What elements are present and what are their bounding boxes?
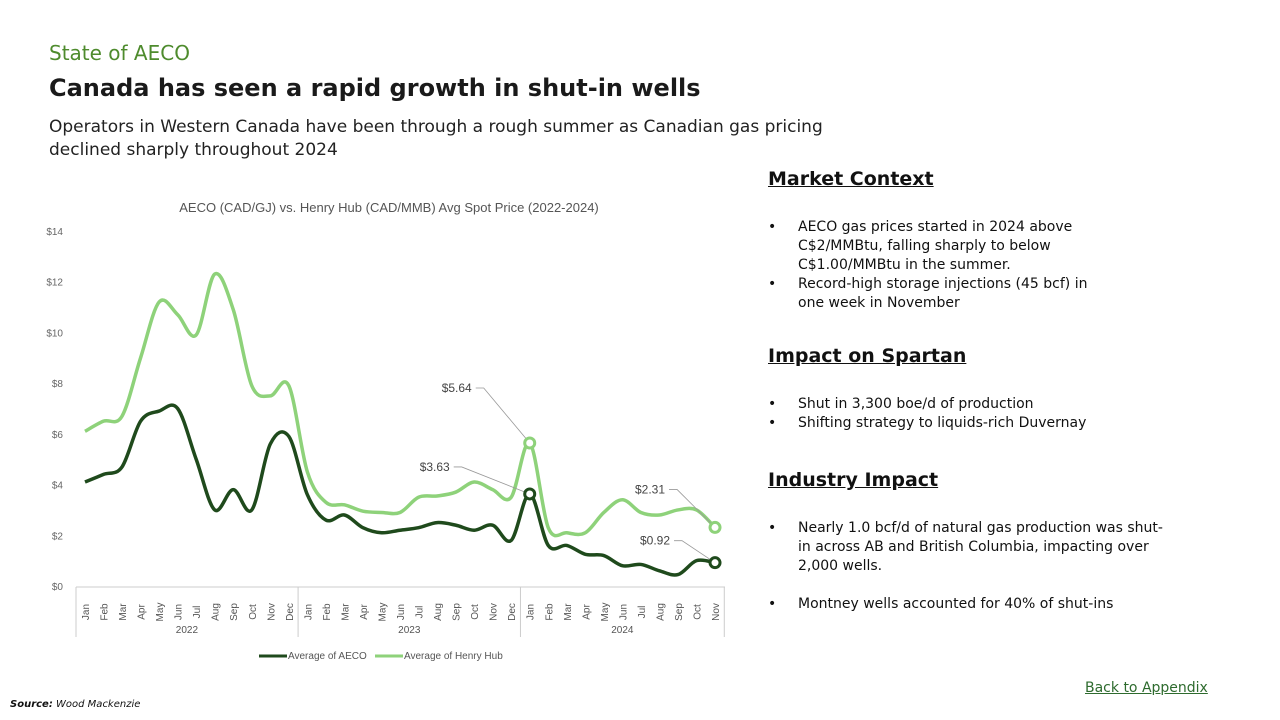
month-label: Jun (396, 604, 407, 620)
legend-label: Average of AECO (288, 651, 367, 662)
month-label: Jun (174, 604, 185, 620)
month-label: Aug (211, 603, 222, 621)
month-label: Jul (415, 606, 426, 619)
annotation-leader (674, 540, 716, 564)
source-note: Source: Wood Mackenzie (10, 699, 140, 710)
highlight-marker (523, 487, 537, 501)
market-context-list: AECO gas prices started in 2024 above C$… (768, 218, 1188, 313)
month-label: Jun (618, 604, 629, 620)
annotation-leader (475, 387, 531, 444)
source-label: Source: (10, 699, 53, 710)
year-label: 2024 (611, 625, 634, 636)
section-title-impact-on-spartan: Impact on Spartan (768, 345, 967, 367)
page-title: Canada has seen a rapid growth in shut-i… (49, 74, 701, 102)
month-label: Sep (229, 603, 240, 621)
bullet: Montney wells accounted for 40% of shut-… (768, 595, 1188, 614)
y-tick-label: $4 (52, 481, 64, 492)
year-label: 2023 (398, 625, 421, 636)
month-label: Apr (359, 604, 370, 620)
industry-impact-list: Nearly 1.0 bcf/d of natural gas producti… (768, 519, 1188, 614)
data-label: $2.31 (635, 482, 665, 496)
series-line-aeco (84, 403, 716, 577)
month-label: Sep (452, 603, 463, 621)
month-label: Oct (248, 604, 259, 620)
month-label: Nov (489, 603, 500, 621)
y-tick-label: $8 (52, 379, 64, 390)
back-to-appendix-link[interactable]: Back to Appendix (1085, 680, 1208, 696)
month-label: Feb (100, 603, 111, 621)
month-label: Aug (655, 603, 666, 621)
year-label: 2022 (176, 625, 199, 636)
page-subtitle: Operators in Western Canada have been th… (49, 117, 823, 160)
section-kicker: State of AECO (49, 41, 190, 65)
month-label: May (600, 603, 611, 622)
month-label: Jan (303, 604, 314, 620)
month-label: Dec (285, 603, 296, 621)
y-tick-label: $14 (46, 227, 63, 238)
month-label: Mar (340, 603, 351, 621)
month-label: Jan (526, 604, 537, 620)
y-tick-label: $0 (52, 582, 64, 593)
chart-title: AECO (CAD/GJ) vs. Henry Hub (CAD/MMB) Av… (179, 200, 599, 215)
y-tick-label: $10 (46, 328, 63, 339)
data-label: $0.92 (640, 534, 670, 548)
source-value: Wood Mackenzie (56, 699, 141, 710)
price-chart: AECO (CAD/GJ) vs. Henry Hub (CAD/MMB) Av… (46, 200, 725, 662)
bullet: Record-high storage injections (45 bcf) … (768, 275, 1098, 313)
month-label: May (155, 603, 166, 622)
y-tick-label: $2 (52, 531, 64, 542)
month-label: Oct (692, 604, 703, 620)
data-label: $3.63 (420, 460, 450, 474)
section-title-market-context: Market Context (768, 168, 934, 190)
bullet: AECO gas prices started in 2024 above C$… (768, 218, 1088, 275)
month-label: Feb (544, 603, 555, 621)
annotation-leader (669, 489, 716, 528)
bullet: Shut in 3,300 boe/d of production (768, 395, 1188, 414)
month-label: Jul (637, 606, 648, 619)
section-title-industry-impact: Industry Impact (768, 469, 939, 491)
series-line-henry-hub (84, 271, 717, 538)
y-tick-label: $6 (52, 430, 64, 441)
month-label: Aug (433, 603, 444, 621)
impact-on-spartan-list: Shut in 3,300 boe/d of production Shifti… (768, 395, 1188, 433)
month-label: Feb (322, 603, 333, 621)
bullet: Nearly 1.0 bcf/d of natural gas producti… (768, 519, 1168, 576)
highlight-marker (708, 520, 722, 534)
legend-label: Average of Henry Hub (404, 651, 503, 662)
annotation-leader (453, 466, 530, 495)
month-label: Mar (563, 603, 574, 621)
month-label: Jan (81, 604, 92, 620)
month-label: Apr (581, 604, 592, 620)
month-label: May (377, 603, 388, 622)
month-label: Jul (192, 606, 203, 619)
month-label: Apr (137, 604, 148, 620)
bullet: Shifting strategy to liquids-rich Duvern… (768, 414, 1188, 433)
month-label: Oct (470, 604, 481, 620)
month-label: Mar (118, 603, 129, 621)
highlight-marker (523, 436, 537, 450)
y-tick-label: $12 (46, 278, 63, 289)
data-label: $5.64 (442, 381, 472, 395)
month-label: Nov (711, 603, 722, 621)
highlight-marker (708, 556, 722, 570)
month-label: Dec (507, 603, 518, 621)
month-label: Sep (674, 603, 685, 621)
month-label: Nov (266, 603, 277, 621)
